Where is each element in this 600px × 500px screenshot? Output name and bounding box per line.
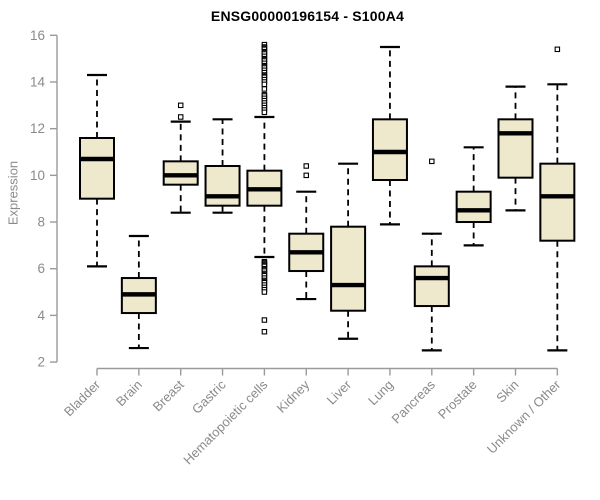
outlier-point-hematopoietic-cells bbox=[261, 317, 268, 323]
x-tick-label-liver: Liver bbox=[324, 377, 355, 408]
x-tick-label-gastric: Gastric bbox=[189, 377, 229, 417]
box-prostate bbox=[455, 190, 492, 224]
outlier-point-hematopoietic-cells bbox=[261, 328, 268, 335]
outlier-point-breast bbox=[177, 114, 184, 120]
x-tick-label-pancreas: Pancreas bbox=[388, 377, 438, 427]
y-tick-label: 8 bbox=[37, 215, 45, 230]
outlier-point-kidney bbox=[303, 163, 309, 169]
x-tick-label-lung: Lung bbox=[365, 377, 396, 408]
outlier-point-hematopoietic-cells bbox=[261, 81, 268, 88]
box-pancreas bbox=[413, 265, 450, 308]
x-tick-label-skin: Skin bbox=[493, 377, 521, 405]
outlier-point-hematopoietic-cells bbox=[261, 289, 268, 295]
x-tick-label-unknown-other: Unknown / Other bbox=[484, 377, 564, 457]
box-bladder bbox=[79, 136, 115, 200]
x-tick-label-breast: Breast bbox=[150, 377, 187, 414]
box-gastric bbox=[204, 165, 241, 207]
box-unknown-other bbox=[539, 162, 576, 242]
box-lung bbox=[371, 118, 408, 182]
y-tick-label: 12 bbox=[30, 121, 45, 136]
box-breast bbox=[162, 160, 199, 186]
y-tick-label: 2 bbox=[37, 355, 45, 370]
y-tick-label: 6 bbox=[37, 261, 45, 276]
outlier-point-pancreas bbox=[429, 158, 435, 165]
outlier-point-hematopoietic-cells bbox=[261, 109, 268, 116]
outlier-point-breast bbox=[177, 102, 184, 109]
x-tick-label-bladder: Bladder bbox=[61, 377, 104, 420]
box-liver bbox=[330, 225, 367, 312]
outlier-point-kidney bbox=[303, 172, 309, 179]
x-tick-label-brain: Brain bbox=[113, 377, 145, 409]
x-tick-label-kidney: Kidney bbox=[274, 377, 313, 416]
y-tick-label: 4 bbox=[37, 308, 45, 323]
y-tick-label: 16 bbox=[30, 28, 45, 43]
outlier-point-unknown-other bbox=[554, 46, 561, 53]
x-tick-label-prostate: Prostate bbox=[435, 377, 480, 422]
y-tick-label: 10 bbox=[30, 168, 45, 183]
y-tick-label: 14 bbox=[30, 74, 46, 89]
box-skin bbox=[497, 118, 534, 179]
outlier-point-hematopoietic-cells bbox=[261, 86, 268, 92]
chart-title: ENSG00000196154 - S100A4 bbox=[210, 8, 405, 24]
